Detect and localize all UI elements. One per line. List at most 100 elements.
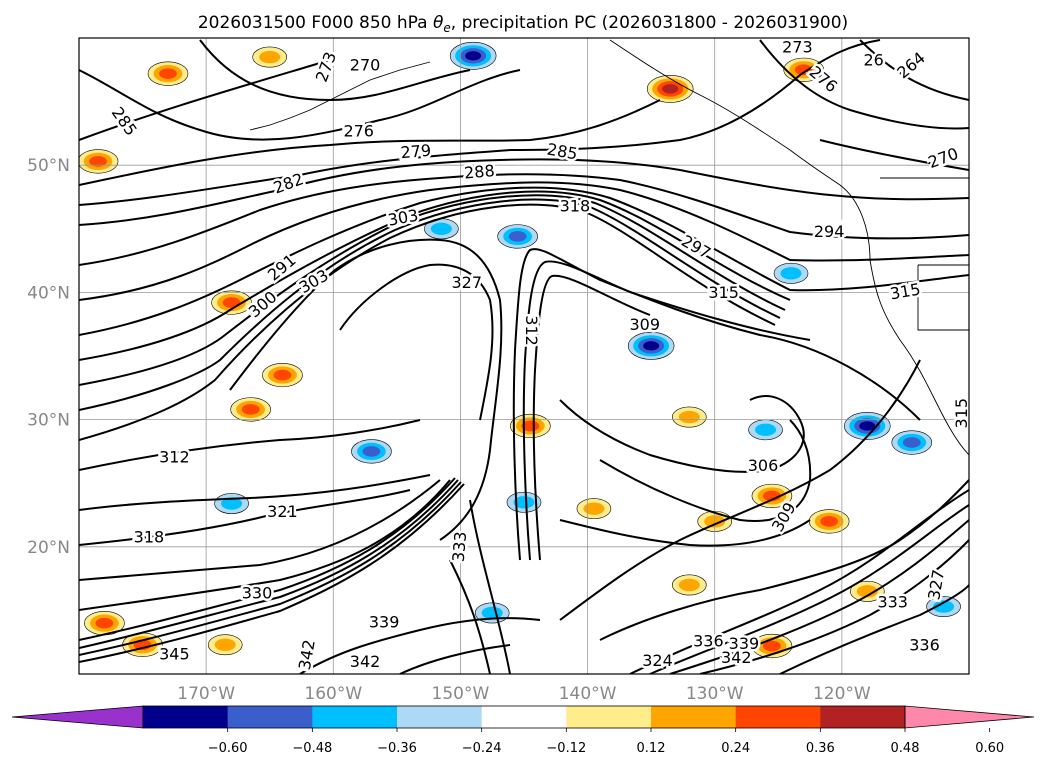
- colorbar-segment-2: [312, 706, 398, 728]
- colorbar-segment-5: [566, 706, 652, 728]
- contour-line: [79, 419, 421, 471]
- contour-label-15: 309: [630, 315, 661, 334]
- coastline-alaska: [609, 39, 969, 456]
- contour-line: [79, 173, 969, 266]
- contour-line: [649, 504, 969, 674]
- contour-label-2: 270: [350, 55, 381, 74]
- contour-line: [79, 203, 776, 441]
- precip-patch-5-level-2: [89, 156, 107, 167]
- contour-label-38: 339: [729, 634, 760, 653]
- contour-line: [299, 617, 541, 674]
- colorbar-frame: [142, 705, 906, 729]
- contour-label-29: 333: [449, 531, 471, 563]
- contour-line: [779, 584, 969, 674]
- colorbar-segment-0: [143, 706, 228, 728]
- contour-label-21: 273: [782, 38, 813, 57]
- lat-tick-label: 20°N: [27, 538, 70, 558]
- contour-line: [79, 483, 465, 663]
- precip-patch-9-level-3: [643, 341, 660, 351]
- contour-label-7: 288: [463, 161, 495, 183]
- colorbar-tick-label: −0.24: [462, 741, 502, 756]
- contour-label-39: 342: [721, 648, 752, 667]
- precip-patch-3-level-3: [662, 84, 679, 94]
- contour-line: [399, 644, 511, 674]
- colorbar-tick-label: −0.12: [546, 741, 586, 756]
- contour-line: [819, 139, 969, 171]
- contour-label-34: 306: [748, 456, 779, 475]
- contour-line: [469, 499, 511, 674]
- contour-line: [859, 39, 969, 101]
- colorbar-segment-3: [397, 706, 482, 728]
- contour-line: [79, 489, 411, 546]
- contour-line: [79, 186, 969, 336]
- contour-line: [599, 419, 812, 522]
- precip-patch-14-level-1: [678, 410, 700, 424]
- contour-line: [79, 481, 462, 656]
- contour-line: [599, 479, 969, 641]
- contour-line: [79, 59, 331, 141]
- colorbar-tick-label: −0.48: [292, 741, 332, 756]
- contour-label-17: 315: [708, 283, 739, 302]
- contour-label-31: 345: [159, 644, 190, 663]
- contour-label-25: 312: [159, 447, 190, 466]
- precip-patch-6-level-2: [222, 297, 241, 308]
- contour-line: [559, 395, 805, 473]
- contour-label-28: 330: [242, 583, 273, 602]
- contour-label-13: 327: [452, 273, 483, 292]
- contour-label-14: 312: [522, 315, 541, 346]
- lat-tick-label: 50°N: [27, 156, 70, 176]
- lon-tick-label: 150°W: [432, 684, 490, 704]
- contour-label-33: 342: [350, 652, 381, 671]
- contour-line: [629, 489, 969, 674]
- colorbar-segment-4: [481, 706, 567, 728]
- longitude-axis: 170°W 160°W 150°W 140°W 130°W 120°W: [177, 684, 871, 704]
- chart-title: 2026031500 F000 850 hPa θe, precipitatio…: [198, 13, 848, 35]
- lon-tick-label: 160°W: [304, 684, 362, 704]
- colorbar-tick-label: −0.36: [377, 741, 417, 756]
- contour-line: [449, 559, 491, 674]
- contour-line: [79, 69, 521, 141]
- contour-label-37: 336: [909, 636, 940, 655]
- precip-patch-26-level-1: [214, 638, 236, 651]
- contour-label-3: 276: [343, 122, 374, 141]
- colorbar-segment-8: [820, 706, 906, 728]
- contour-line: [79, 479, 459, 649]
- contour-line: [669, 519, 969, 674]
- precip-patch-29-level-1: [678, 578, 700, 592]
- contour-label-27: 318: [134, 527, 165, 546]
- theta-e-contours: [79, 39, 969, 674]
- precip-patch-21-level-2: [820, 516, 839, 527]
- precip-patch-17-level-1: [755, 423, 777, 436]
- precip-patch-10-level-1: [780, 267, 802, 280]
- precip-patch-32-level-1: [933, 600, 955, 613]
- precip-patch-11-level-2: [273, 369, 292, 381]
- precip-patch-8-level-1: [430, 222, 452, 235]
- precip-patch-0-level-1: [259, 50, 281, 64]
- colorbar-tick-label: −0.60: [208, 741, 248, 756]
- contour-line: [79, 477, 456, 641]
- colorbar-segment-1: [227, 706, 313, 728]
- colorbar-tick-label: 0.48: [891, 741, 920, 756]
- latitude-axis: 20°N 30°N 40°N 50°N: [27, 156, 70, 558]
- contour-label-4: 279: [400, 141, 432, 163]
- lon-tick-label: 120°W: [813, 684, 871, 704]
- precip-patch-22-level-1: [513, 496, 535, 509]
- precip-patch-18-level-2: [521, 420, 540, 432]
- contour-label-36: 333: [877, 592, 908, 611]
- contour-line: [79, 181, 969, 301]
- contour-line: [79, 479, 441, 581]
- precip-patch-24-level-2: [95, 617, 114, 629]
- lat-tick-label: 40°N: [27, 283, 70, 303]
- contour-line: [79, 194, 786, 386]
- coastline-aleutians: [249, 61, 431, 131]
- contour-line: [559, 519, 811, 547]
- precip-patch-30-level-2: [763, 640, 781, 652]
- lat-tick-label: 30°N: [27, 411, 70, 431]
- contour-line: [79, 158, 969, 226]
- colorbar-tick-label: 0.12: [637, 741, 666, 756]
- contour-line: [79, 39, 881, 206]
- contour-line: [79, 479, 451, 611]
- colorbar: −0.60 −0.48 −0.36 −0.24 −0.12 0.12 0.24 0.36 0.4…: [11, 705, 1035, 756]
